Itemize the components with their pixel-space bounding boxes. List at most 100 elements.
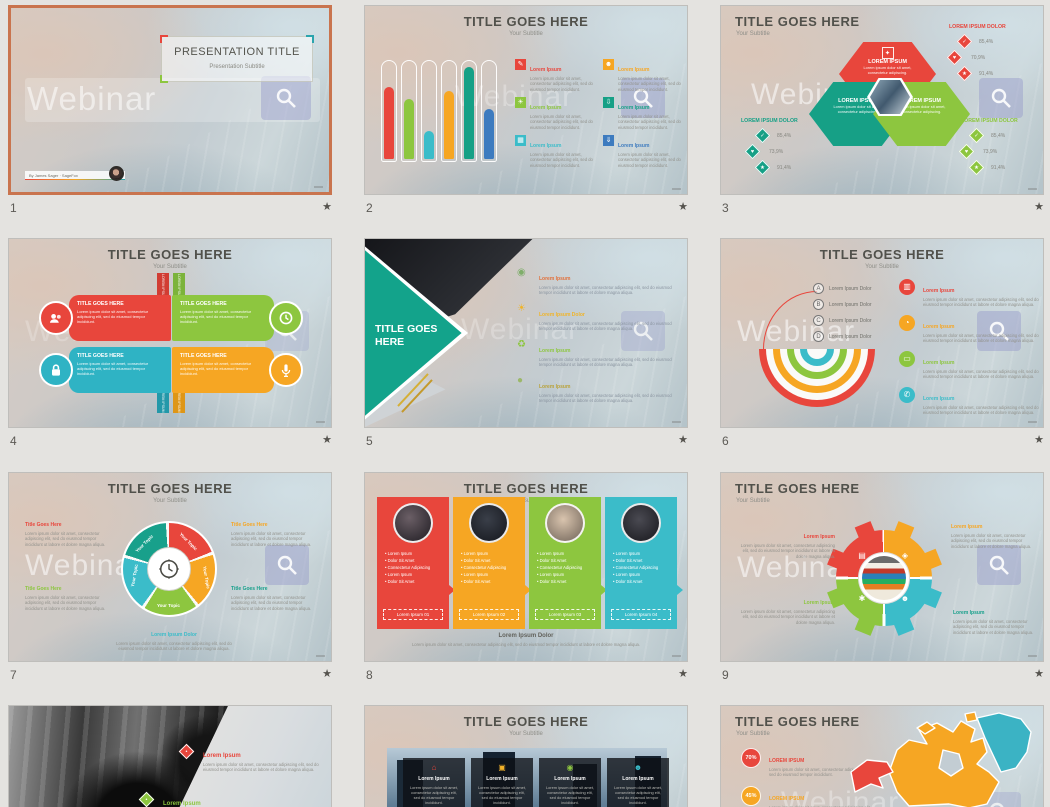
column-photo	[545, 503, 585, 543]
slide-number: 5	[366, 434, 373, 448]
info-column: ⌂ Lorem Ipsum Lorem ipsum dolor sit amet…	[403, 758, 465, 807]
block-heading: Title Goes Here	[25, 522, 62, 528]
slide-subtitle: Your Subtitle	[865, 264, 899, 270]
column-body: Lorem ipsum dolor sit amet, consectetur …	[613, 785, 662, 806]
block-body: Lorem ipsum dolor sit amet, consectetur …	[740, 609, 835, 625]
stat-value: 91,4%	[777, 165, 792, 171]
slide-background-photo	[365, 6, 687, 194]
text-block: Lorem Ipsum Lorem ipsum dolor sit amet, …	[953, 601, 1039, 635]
block-body: Lorem ipsum dolor sit amet, consectetur …	[953, 619, 1034, 635]
transition-star-icon[interactable]: ★	[1034, 201, 1044, 213]
footer-body: Lorem ipsum dolor sit amet, consectetur …	[411, 642, 641, 647]
slide-number: 9	[722, 668, 729, 682]
home-icon: ⌂	[431, 763, 437, 772]
globe-icon: ◉	[517, 267, 526, 278]
search-icon	[265, 545, 309, 585]
transition-star-icon[interactable]: ★	[322, 201, 332, 213]
block-heading: Lorem Ipsum Dolor	[151, 632, 197, 638]
transition-star-icon[interactable]: ★	[678, 434, 688, 446]
slide-thumbnail-4[interactable]: Webinar TITLE GOES HERE Your Subtitle LO…	[8, 238, 332, 428]
item-body: Lorem ipsum dolor sit amet, consectetur …	[923, 369, 1039, 380]
slide-subtitle: Your Subtitle	[736, 498, 770, 504]
column-body: Lorem ipsum dolor sit amet, consectetur …	[545, 785, 594, 806]
slide-subtitle: Your Subtitle	[153, 498, 187, 504]
microphone-icon	[269, 353, 303, 387]
column-arrow	[449, 585, 455, 595]
wheel-label: Your Topic	[157, 603, 180, 608]
bullet-list: • Lorem Ipsum • Dolor Sit Amet • Consectet…	[537, 551, 583, 584]
slide-number: 3	[722, 201, 729, 215]
item-heading: Lorem Ipsum	[203, 753, 241, 759]
search-icon	[621, 78, 665, 118]
map-alaska	[850, 759, 894, 793]
column-arrow	[601, 585, 607, 595]
item-heading: Lorem Ipsum	[618, 67, 650, 73]
transition-star-icon[interactable]: ★	[678, 201, 688, 213]
list-item: Lorem Ipsum Lorem ipsum dolor sit amet, …	[203, 744, 321, 773]
gear-icon: ✱	[858, 594, 866, 603]
column-tag: Lorem Ipsum 03	[535, 609, 595, 620]
edit-icon: ✎	[515, 59, 526, 70]
banner-body: Lorem ipsum dolor sit amet, consectetur …	[180, 361, 252, 376]
topic-wheel	[121, 521, 217, 617]
slide-thumbnail-3[interactable]: Webinar TITLE GOES HERE Your Subtitle ✦ …	[720, 5, 1044, 195]
info-column: ▣ Lorem Ipsum Lorem ipsum dolor sit amet…	[471, 758, 533, 807]
slide-title: TITLE GOES HERE	[463, 481, 589, 496]
stat-block: LOREM IPSUM Lorem ipsum dolor sit amet, …	[769, 787, 877, 807]
slide-subtitle: Your Subtitle	[736, 31, 770, 37]
info-column: • Lorem Ipsum • Dolor Sit Amet • Consectet…	[377, 497, 449, 629]
step-label: Lorem Ipsum Dolor	[829, 334, 872, 340]
item-heading: Lorem Ipsum	[530, 105, 562, 111]
webinar-watermark: Webinar	[461, 313, 580, 346]
author-avatar	[109, 166, 124, 181]
slide-thumbnail-9[interactable]: Webinar TITLE GOES HERE Your Subtitle ▤ …	[720, 472, 1044, 662]
bulb-icon: ☀	[515, 97, 526, 108]
item-heading: Lorem Ipsum	[530, 67, 562, 73]
lock-icon	[39, 353, 73, 387]
webinar-watermark: Webinar	[455, 80, 573, 114]
block-body: Lorem ipsum dolor sit amet, consectetur …	[740, 543, 835, 559]
step-label: Lorem Ipsum Dolor	[829, 286, 872, 292]
slide-thumbnail-6[interactable]: Webinar TITLE GOES HERE Your Subtitle A …	[720, 238, 1044, 428]
badge-icon: ◈	[901, 551, 909, 560]
bulb-icon: ☀	[517, 303, 526, 314]
transition-star-icon[interactable]: ★	[322, 668, 332, 680]
slide-thumbnail-2[interactable]: Webinar TITLE GOES HERE Your Subtitle ✎ …	[364, 5, 688, 195]
slide-thumbnail-1[interactable]: Webinar PRESENTATION TITLE Presentation …	[8, 5, 332, 195]
ribbon-tab: LOREM IPSUM	[157, 273, 169, 299]
transition-star-icon[interactable]: ★	[678, 668, 688, 680]
bar-fill	[464, 67, 474, 159]
banner-orange: TITLE GOES HERE Lorem ipsum dolor sit am…	[172, 347, 274, 393]
text-block: Title Goes Here Lorem ipsum dolor sit am…	[231, 513, 317, 547]
item-heading: Lorem Ipsum	[539, 276, 571, 282]
clock-icon	[147, 547, 191, 591]
column-heading: Lorem Ipsum	[554, 776, 586, 782]
info-column: ◉ Lorem Ipsum Lorem ipsum dolor sit amet…	[539, 758, 601, 807]
slide-title: TITLE GOES HERE	[735, 14, 860, 29]
slide-title: TITLE GOES HERE	[463, 14, 589, 29]
transition-star-icon[interactable]: ★	[1034, 434, 1044, 446]
user-icon: ☻	[603, 59, 614, 70]
slide-thumbnail-11[interactable]: TITLE GOES HERE Your Subtitle ⌂ Lorem Ip…	[364, 705, 688, 807]
banner-title: TITLE GOES HERE	[77, 301, 124, 307]
slide-thumbnail-7[interactable]: Webinar TITLE GOES HERE Your Subtitle Yo…	[8, 472, 332, 662]
search-icon	[977, 545, 1021, 585]
column-tag: Lorem Ipsum 01	[383, 609, 443, 620]
bar-fill	[484, 109, 494, 159]
block-body: Lorem ipsum dolor sit amet, consectetur …	[116, 641, 232, 652]
item-heading: Lorem Ipsum Dolor	[539, 312, 585, 318]
bar-fill	[424, 131, 434, 159]
step-marker: A	[813, 283, 824, 294]
column-heading: Lorem Ipsum	[418, 776, 450, 782]
slide-thumbnail-12[interactable]: Webinar TITLE GOES HERE Your Subtitle 70…	[720, 705, 1044, 807]
author-ribbon: By James Sager · SageFox	[25, 171, 125, 180]
map-greenland	[976, 712, 1032, 773]
column-photo	[621, 503, 661, 543]
transition-star-icon[interactable]: ★	[322, 434, 332, 446]
slide-thumbnail-8[interactable]: TITLE GOES HERE Your Subtitle • Lorem Ip…	[364, 472, 688, 662]
transition-star-icon[interactable]: ★	[1034, 668, 1044, 680]
slide-cell-9: Webinar TITLE GOES HERE Your Subtitle ▤ …	[720, 472, 1044, 700]
slide-thumbnail-5[interactable]: Webinar TITLE GOES HERE ◉ Lorem Ipsum Lore…	[364, 238, 688, 428]
slide-cell-2: Webinar TITLE GOES HERE Your Subtitle ✎ …	[364, 5, 688, 233]
slide-thumbnail-10[interactable]: • Lorem Ipsum Lorem ipsum dolor sit amet…	[8, 705, 332, 807]
